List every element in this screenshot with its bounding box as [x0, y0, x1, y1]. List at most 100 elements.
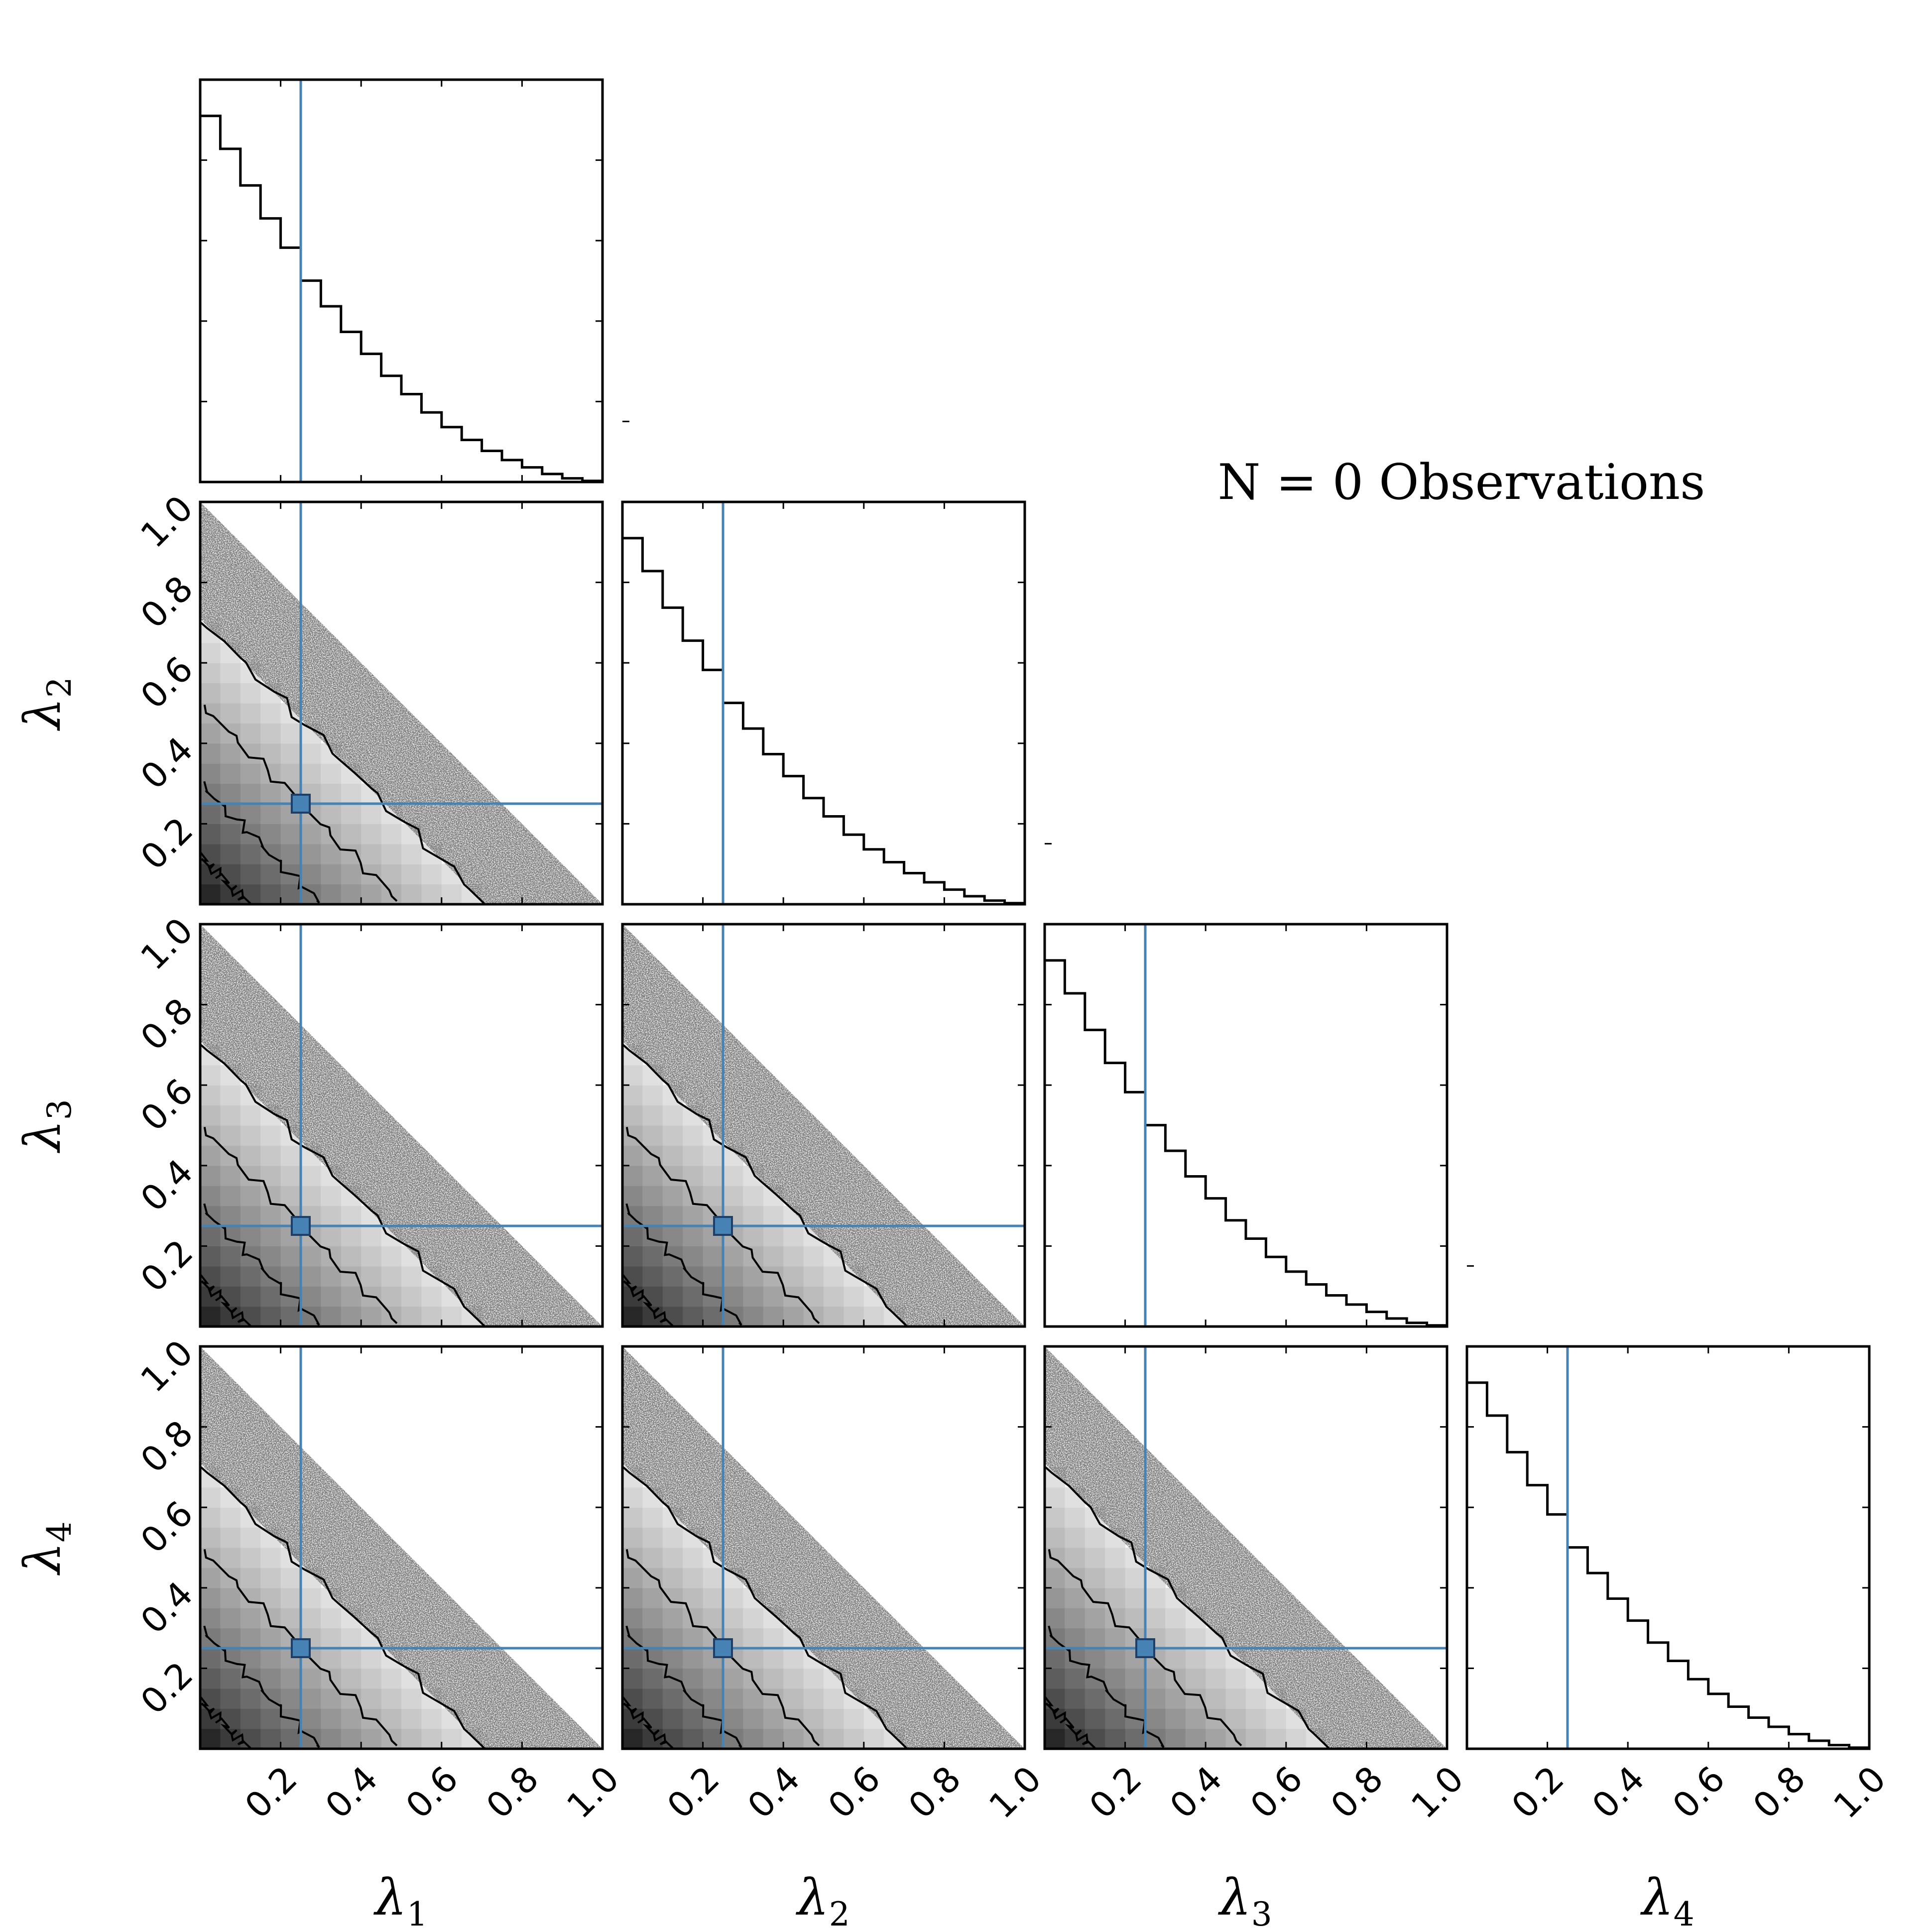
density-cell	[1145, 1688, 1166, 1709]
density-cell	[200, 723, 221, 744]
density-cell	[743, 1648, 764, 1669]
density-cell	[301, 1186, 321, 1207]
density-cell	[662, 1286, 683, 1307]
density-cell	[240, 1105, 261, 1126]
density-cell	[341, 1688, 362, 1709]
density-contour	[1048, 1625, 1165, 1748]
density-cell	[321, 1608, 342, 1629]
density-cell	[1065, 1548, 1086, 1568]
density-cell	[783, 1266, 804, 1287]
density-cell	[824, 1286, 844, 1307]
x-axis-title-subscript: 1	[407, 1895, 428, 1932]
density-cell	[240, 1587, 261, 1608]
density-cell	[642, 1105, 663, 1126]
density-cell	[803, 1246, 824, 1267]
panel-frame	[621, 1345, 1026, 1750]
density-cell	[1225, 1708, 1246, 1729]
density-cell	[301, 1608, 321, 1629]
y-tick-label: 0.6	[133, 1071, 201, 1139]
density-cell	[240, 1608, 261, 1629]
density-cell	[723, 1708, 743, 1729]
density-cell	[220, 663, 241, 684]
x-axis-title-subscript: 4	[1674, 1895, 1694, 1932]
density-cell	[783, 1688, 804, 1709]
density-cell	[622, 1145, 643, 1166]
density-cell	[1206, 1648, 1226, 1669]
density-cell	[401, 1708, 422, 1729]
x-tick-label: 0.4	[740, 1758, 808, 1826]
x-axis-title: λ2	[795, 1868, 849, 1932]
density-cell	[1105, 1708, 1126, 1729]
density-cell	[642, 1628, 663, 1649]
density-cell	[863, 1728, 884, 1749]
density-cell	[1105, 1568, 1126, 1588]
density-cell	[703, 1728, 724, 1749]
density-cell	[1125, 1688, 1146, 1709]
joint-panel-1-4: 0.2 0.4 0.6 0.8 1.00.20.40.60.81.0	[133, 1332, 627, 1826]
density-cell	[421, 1306, 442, 1327]
density-cell	[1165, 1608, 1186, 1629]
density-cell	[1085, 1548, 1105, 1568]
density-cell	[220, 1125, 241, 1146]
density-cell	[280, 1668, 301, 1689]
density-cell	[743, 1728, 764, 1749]
y-tick-label: 0.4	[133, 1151, 201, 1219]
density-cell	[220, 1085, 241, 1106]
density-cell	[703, 1688, 724, 1709]
density-cell	[683, 1568, 704, 1588]
density-cell	[361, 824, 382, 845]
panel-frame	[199, 500, 604, 906]
density-cell	[260, 1668, 281, 1689]
density-contour	[625, 1203, 742, 1326]
density-cell	[321, 804, 342, 824]
density-cell	[280, 1728, 301, 1749]
density-cell	[1185, 1628, 1206, 1649]
density-cell	[220, 1266, 241, 1287]
density-cell	[763, 1246, 784, 1267]
density-cell	[401, 1306, 422, 1327]
x-tick-label: 1.0	[1825, 1758, 1894, 1826]
density-cell	[280, 1568, 301, 1588]
density-cell	[321, 763, 342, 784]
density-cell	[280, 1186, 301, 1207]
y-tick-label: 0.2	[133, 810, 201, 878]
density-cell	[1165, 1648, 1186, 1669]
density-cell	[824, 1266, 844, 1287]
density-cell	[743, 1708, 764, 1729]
x-tick-label: 0.2	[659, 1758, 727, 1826]
density-contour	[203, 781, 320, 904]
density-cell	[280, 1165, 301, 1186]
density-cell	[220, 1206, 241, 1226]
density-cell	[683, 1125, 704, 1146]
density-cell	[662, 1125, 683, 1146]
density-cell	[200, 1487, 221, 1508]
density-cell	[240, 1186, 261, 1207]
density-cell	[280, 1608, 301, 1629]
histogram-panel-1	[199, 78, 604, 483]
density-cell	[240, 844, 261, 864]
density-cell	[240, 1306, 261, 1327]
density-cell	[240, 1125, 261, 1146]
density-cell	[220, 1648, 241, 1669]
density-cell	[1185, 1728, 1206, 1749]
density-cell	[361, 1648, 382, 1669]
density-cell	[321, 1628, 342, 1649]
density-cell	[301, 1668, 321, 1689]
density-cell	[642, 1186, 663, 1207]
joint-panel-1-2: 0.2 0.4 0.6 0.8 1.0	[133, 487, 604, 906]
x-tick-label: 0.8	[1745, 1758, 1813, 1826]
density-cell	[1045, 1527, 1065, 1548]
density-cell	[280, 1246, 301, 1267]
density-cell	[401, 1286, 422, 1307]
density-cell	[381, 864, 402, 885]
joint-panel-2-3	[621, 923, 1026, 1328]
x-tick-label: 1.0	[559, 1758, 627, 1826]
density-contour	[1044, 1695, 1096, 1750]
density-cell	[260, 1246, 281, 1267]
density-cell	[1085, 1587, 1105, 1608]
density-cell	[301, 1688, 321, 1709]
density-cell	[341, 1668, 362, 1689]
density-cell	[642, 1587, 663, 1608]
density-cell	[240, 1728, 261, 1749]
density-cell	[220, 844, 241, 864]
